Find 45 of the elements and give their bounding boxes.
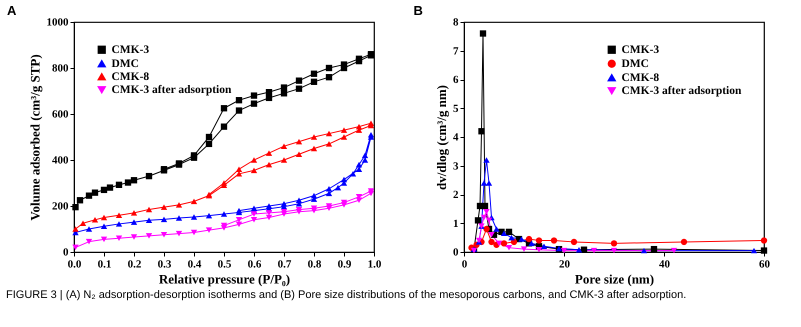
x-tick-label: 0.0 — [68, 258, 82, 270]
x-tick-label: 0.1 — [98, 258, 112, 270]
chart-title: A — [7, 3, 17, 18]
x-tick-label: 0.9 — [338, 258, 352, 270]
y-tick-label: 400 — [52, 154, 69, 166]
legend-label: CMK-3 — [622, 44, 660, 56]
y-axis-title: dv/dlog (cm³/g nm) — [434, 84, 449, 190]
x-tick-label: 0.4 — [188, 258, 202, 270]
x-tick-label: 0.5 — [218, 258, 232, 270]
legend-label: CMK-3 after adsorption — [112, 84, 232, 96]
x-tick-label: 0 — [462, 258, 468, 270]
caption: FIGURE 3 | (A) N₂ adsorption-desorption isotherms and (B) Pore size distributions of the mesoporous carbons, and CMK-3 after adsorption. — [6, 289, 688, 301]
y-tick-label: 800 — [52, 62, 69, 74]
legend-label: CMK-8 — [112, 70, 150, 83]
x-tick-label: 0.8 — [308, 258, 322, 270]
y-tick-label: 3 — [453, 160, 459, 172]
y-tick-label: 0 — [453, 246, 459, 258]
y-tick-label: 7 — [453, 45, 459, 58]
x-tick-label: 40 — [659, 258, 670, 270]
x-tick-label: 1.0 — [368, 258, 382, 270]
y-tick-label: 6 — [453, 74, 459, 86]
x-tick-label: 0.3 — [158, 258, 172, 270]
legend-label: DMC — [112, 58, 139, 70]
y-tick-label: 0 — [63, 246, 69, 258]
y-tick-label: 200 — [52, 200, 69, 212]
x-axis-title: Pore size (nm) — [574, 272, 654, 286]
x-tick-label: 20 — [559, 258, 570, 270]
legend-label: CMK-3 — [112, 44, 150, 56]
y-tick-label: 1000 — [46, 16, 69, 28]
y-tick-label: 1 — [453, 218, 458, 230]
legend-label: DMC — [622, 58, 649, 70]
y-tick-label: 2 — [453, 189, 459, 201]
legend-label: CMK-3 after adsorption — [622, 84, 742, 97]
legend-label: CMK-8 — [622, 72, 660, 84]
x-tick-label: 0.2 — [128, 258, 142, 270]
y-tick-label: 4 — [453, 132, 459, 144]
y-axis-title: Volume adsorbed (cm³/g STP) — [28, 54, 42, 221]
y-tick-label: 600 — [52, 108, 69, 120]
x-tick-label: 0.7 — [278, 258, 292, 270]
y-tick-label: 5 — [453, 102, 459, 115]
y-tick-label: 8 — [453, 16, 459, 28]
chart-title: B — [414, 3, 423, 18]
x-tick-label: 0.6 — [248, 258, 262, 270]
x-tick-label: 60 — [759, 258, 770, 270]
x-axis-title: Relative pressure (P/P₀) — [158, 272, 290, 286]
